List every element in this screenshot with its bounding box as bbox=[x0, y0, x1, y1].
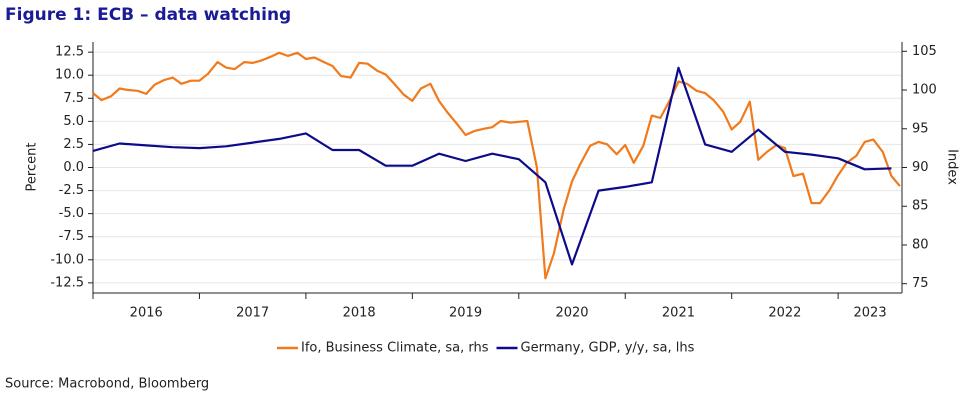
y-tick-label: 0.0 bbox=[63, 160, 84, 175]
x-tick-label: 2017 bbox=[236, 306, 269, 321]
y2-tick-label: 85 bbox=[912, 199, 929, 214]
y-tick-label: -2.5 bbox=[59, 183, 84, 198]
y-tick-label: -12.5 bbox=[50, 275, 84, 290]
y2-tick-label: 80 bbox=[912, 237, 929, 252]
x-tick-label: 2021 bbox=[662, 306, 695, 321]
source-note: Source: Macrobond, Bloomberg bbox=[5, 377, 209, 392]
x-tick-label: 2019 bbox=[449, 306, 482, 321]
y2-tick-label: 90 bbox=[912, 160, 929, 175]
x-tick-label: 2022 bbox=[768, 306, 801, 321]
y2-axis-label: Index bbox=[945, 149, 960, 185]
y-tick-label: 10.0 bbox=[55, 68, 84, 83]
series-line bbox=[92, 51, 901, 280]
y-tick-label: 12.5 bbox=[55, 45, 84, 60]
y-axis-label: Percent bbox=[25, 143, 40, 192]
legend-label: Germany, GDP, y/y, sa, lhs bbox=[521, 341, 695, 356]
y-tick-label: 2.5 bbox=[63, 137, 84, 152]
x-tick-label: 2016 bbox=[130, 306, 163, 321]
y2-tick-label: 100 bbox=[912, 83, 937, 98]
x-tick-label: 2020 bbox=[555, 306, 588, 321]
y-tick-label: 5.0 bbox=[63, 114, 84, 129]
y2-tick-label: 75 bbox=[912, 276, 929, 291]
y-tick-label: 7.5 bbox=[63, 91, 84, 106]
legend-label: Ifo, Business Climate, sa, rhs bbox=[301, 341, 489, 356]
y-tick-label: -7.5 bbox=[59, 229, 84, 244]
x-tick-label: 2018 bbox=[343, 306, 376, 321]
y-tick-label: -10.0 bbox=[50, 252, 84, 267]
x-tick-label: 2023 bbox=[854, 306, 887, 321]
series-line bbox=[92, 66, 892, 266]
chart-title: Figure 1: ECB – data watching bbox=[5, 5, 291, 25]
y2-tick-label: 105 bbox=[912, 44, 937, 59]
y-tick-label: -5.0 bbox=[59, 206, 84, 221]
y2-tick-label: 95 bbox=[912, 121, 929, 136]
